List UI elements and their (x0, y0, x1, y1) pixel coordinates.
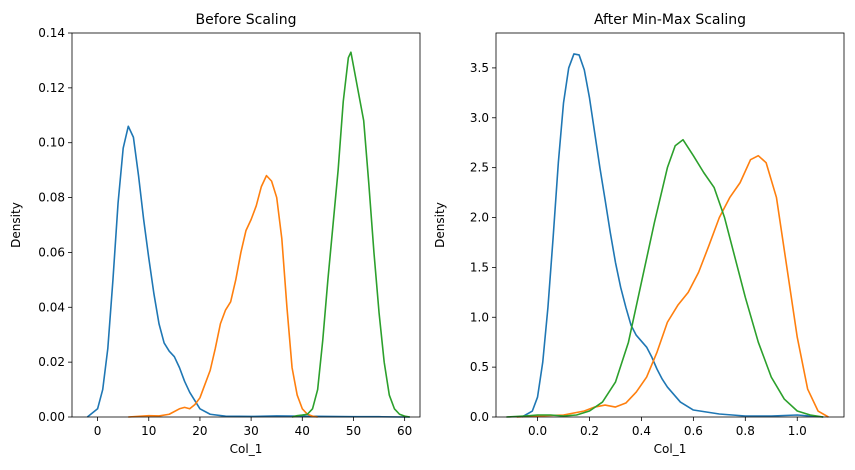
axes-frame (495, 32, 845, 418)
x-tick-label: 60 (397, 424, 412, 438)
x-axis-label: Col_1 (654, 442, 687, 456)
density-line-2 (516, 154, 829, 418)
y-axis-label: Density (9, 202, 23, 248)
y-tick-label: 0.02 (38, 355, 65, 369)
chart-title: Before Scaling (196, 12, 297, 28)
y-tick-label: 0.00 (38, 410, 65, 424)
x-tick-label: 20 (192, 424, 207, 438)
y-tick-label: 0.0 (470, 410, 489, 424)
x-tick-label: 0.4 (632, 424, 651, 438)
y-tick-label: 0.12 (38, 81, 65, 95)
x-tick-label: 10 (141, 424, 156, 438)
y-tick-label: 1.0 (470, 310, 489, 324)
y-tick-label: 0.14 (38, 26, 65, 40)
density-line-1 (86, 125, 410, 418)
density-line-1 (521, 53, 824, 418)
y-axis-label: Density (433, 202, 447, 248)
axes-frame (71, 32, 421, 418)
x-axis-label: Col_1 (230, 442, 263, 456)
x-tick-label: 0.2 (580, 424, 599, 438)
density-line-3 (291, 51, 410, 418)
y-tick-label: 0.5 (470, 360, 489, 374)
x-tick-label: 0 (94, 424, 102, 438)
y-tick-label: 0.08 (38, 191, 65, 205)
left-chart-panel: 0 10 20 30 40 50 60 0.00 0.02 0.04 0.06 0.08 0.10 0.1… (9, 12, 421, 456)
density-line-3 (506, 138, 824, 418)
density-line-2 (128, 174, 318, 418)
y-tick-label: 3.0 (470, 111, 489, 125)
right-chart-panel: 0.0 0.2 0.4 0.6 0.8 1.0 0.0 0.5 1.0 1.5 2.0 2.5 3.0 3… (433, 12, 845, 456)
x-tick-label: 50 (346, 424, 361, 438)
x-tick-label: 30 (243, 424, 258, 438)
y-tick-label: 2.0 (470, 211, 489, 225)
y-tick-label: 0.10 (38, 136, 65, 150)
chart-title: After Min-Max Scaling (594, 12, 746, 28)
y-tick-label: 3.5 (470, 61, 489, 75)
x-tick-label: 0.0 (528, 424, 547, 438)
x-tick-label: 0.8 (736, 424, 755, 438)
x-tick-label: 1.0 (788, 424, 807, 438)
y-tick-label: 1.5 (470, 260, 489, 274)
y-tick-label: 0.06 (38, 245, 65, 259)
y-tick-label: 2.5 (470, 161, 489, 175)
y-tick-label: 0.04 (38, 300, 65, 314)
x-tick-label: 40 (295, 424, 310, 438)
x-tick-label: 0.6 (684, 424, 703, 438)
